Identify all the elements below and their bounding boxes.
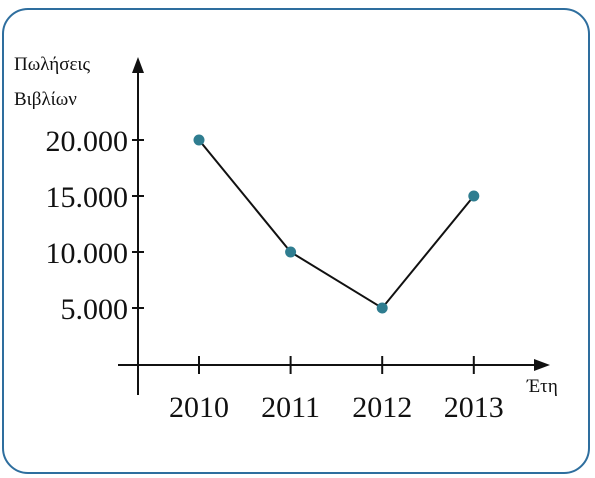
y-axis-label-line-1: Πωλήσεις [14, 54, 91, 75]
x-axis-label: Έτη [526, 376, 558, 397]
x-tick-label: 2010 [169, 391, 229, 424]
y-tick-label: 20.000 [46, 125, 129, 158]
x-axis-arrow [534, 359, 550, 371]
data-point [193, 134, 205, 146]
y-tick-label: 5.000 [61, 293, 129, 326]
axes [118, 70, 540, 395]
x-ticks: 2010 2011 2012 2013 [169, 356, 504, 424]
y-axis-arrow [132, 57, 144, 73]
x-tick-label: 2012 [352, 391, 412, 424]
y-axis-label-line-2: Βιβλίων [14, 89, 77, 110]
chart-frame [2, 8, 590, 474]
y-ticks: 5.000 10.000 15.000 20.000 [46, 125, 144, 326]
y-tick-label: 10.000 [46, 237, 129, 270]
data-point [468, 190, 480, 202]
x-tick-label: 2011 [261, 391, 320, 424]
data-point [376, 302, 388, 314]
series-line [198, 139, 475, 310]
x-tick-label: 2013 [444, 391, 504, 424]
data-point [285, 246, 297, 258]
y-tick-label: 15.000 [46, 181, 129, 214]
series [193, 134, 480, 314]
